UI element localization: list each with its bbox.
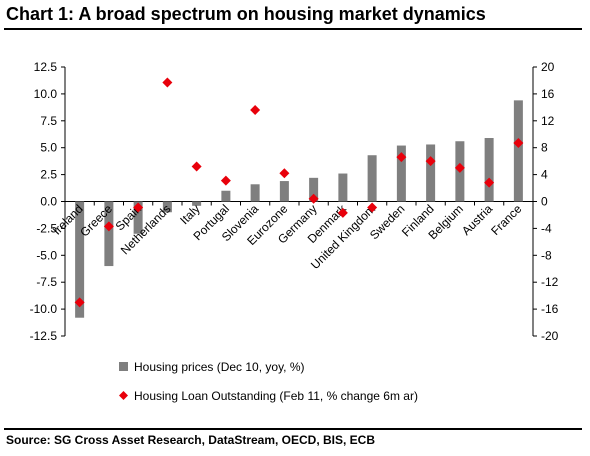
point-portugal: [220, 175, 231, 186]
right-tick-label: 16: [541, 87, 555, 101]
point-italy: [191, 161, 202, 172]
point-denmark: [337, 207, 348, 218]
point-greece: [103, 221, 114, 232]
point-slovenia: [250, 105, 261, 116]
point-ireland: [74, 297, 85, 308]
left-tick-label: 2.5: [40, 168, 57, 182]
left-tick-label: 0.0: [40, 195, 57, 209]
bar-ireland: [75, 201, 85, 318]
left-tick-label: -5.0: [36, 248, 57, 262]
source-rule: [4, 428, 582, 430]
left-tick-label: -7.5: [36, 275, 57, 289]
right-tick-label: -12: [541, 275, 559, 289]
bar-italy: [192, 201, 202, 206]
category-label: France: [488, 201, 525, 238]
right-tick-label: -16: [541, 302, 559, 316]
bar-sweden: [396, 145, 406, 202]
left-tick-label: 7.5: [40, 114, 57, 128]
point-netherlands: [162, 77, 173, 88]
left-tick-label: -2.5: [36, 221, 57, 235]
bar-greece: [104, 201, 114, 267]
right-tick-label: -8: [541, 248, 552, 262]
legend-swatch-housing-prices: [119, 362, 128, 371]
right-tick-label: -20: [541, 329, 559, 343]
bar-portugal: [221, 190, 231, 202]
title-rule: [4, 28, 582, 30]
point-sweden: [396, 152, 407, 163]
right-tick-label: 4: [541, 168, 548, 182]
bar-netherlands: [162, 201, 172, 213]
right-tick-label: 0: [541, 195, 548, 209]
left-tick-label: -10.0: [30, 302, 58, 316]
point-eurozone: [279, 168, 290, 179]
point-united-kingdom: [367, 202, 378, 213]
chart-title: Chart 1: A broad spectrum on housing mar…: [6, 4, 486, 24]
bar-spain: [133, 201, 143, 234]
left-tick-label: 5.0: [40, 141, 57, 155]
left-tick-label: -12.5: [30, 329, 58, 343]
bar-denmark: [338, 173, 348, 202]
bar-finland: [426, 144, 436, 202]
bar-slovenia: [250, 184, 260, 202]
point-france: [513, 137, 524, 148]
point-austria: [484, 177, 495, 188]
bar-france: [513, 100, 523, 202]
right-tick-label: 20: [541, 60, 555, 74]
bar-eurozone: [279, 181, 289, 202]
point-germany: [308, 193, 319, 204]
legend-label-housing-prices: Housing prices (Dec 10, yoy, %): [134, 360, 305, 374]
point-belgium: [454, 162, 465, 173]
bar-germany: [309, 177, 319, 202]
right-tick-label: 12: [541, 114, 555, 128]
right-tick-label: -4: [541, 221, 552, 235]
right-tick-label: 8: [541, 141, 548, 155]
source-note: Source: SG Cross Asset Research, DataStr…: [6, 433, 376, 447]
left-tick-label: 10.0: [34, 87, 58, 101]
legend-label-loan-outstanding: Housing Loan Outstanding (Feb 11, % chan…: [134, 389, 418, 403]
plot-area: -12.5 -10.0 -7.5 -5.0 -2.5 0.0 2.5 5.0 7.5 10.0 12…: [30, 60, 559, 343]
legend: Housing prices (Dec 10, yoy, %) Housing …: [119, 360, 418, 403]
point-spain: [133, 202, 144, 213]
point-finland: [425, 156, 436, 167]
bar-united-kingdom: [367, 155, 377, 202]
left-tick-label: 12.5: [34, 60, 58, 74]
legend-marker-loan-outstanding: [119, 391, 128, 400]
category-label: Austria: [459, 201, 496, 238]
bar-austria: [484, 138, 494, 202]
